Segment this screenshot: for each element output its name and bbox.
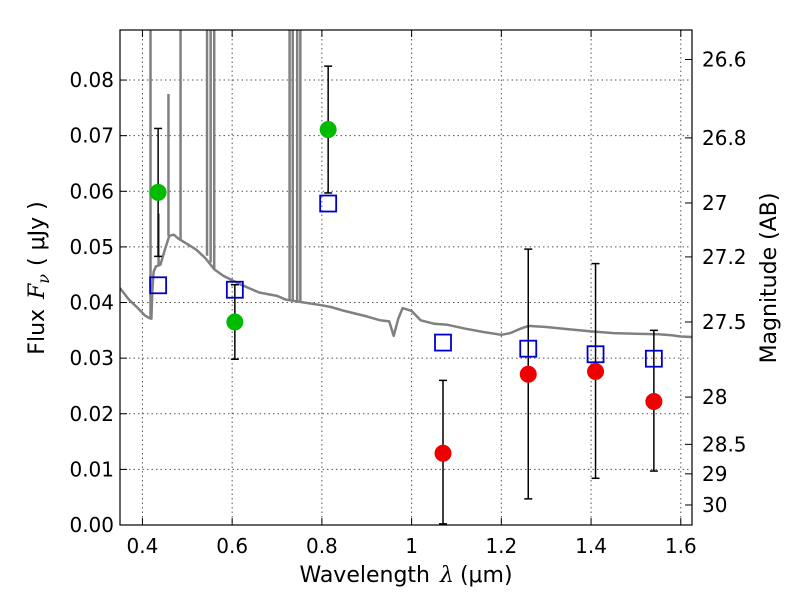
flux-point bbox=[319, 121, 337, 139]
y-axis-label-symbol: F bbox=[25, 283, 50, 300]
x-axis-label-units: (μm) bbox=[460, 563, 513, 588]
flux-point bbox=[434, 444, 452, 462]
y-axis-ticks: 0.00 0.01 0.02 0.03 0.04 0.05 0.06 0.07 0.08 bbox=[69, 68, 127, 537]
y-tick-label: 0.01 bbox=[69, 457, 114, 481]
y-tick-label: 0.00 bbox=[69, 513, 114, 537]
model-photometry-square bbox=[519, 339, 538, 358]
y2-tick-label: 27.5 bbox=[702, 310, 747, 334]
model-photometry-square bbox=[319, 194, 338, 213]
y-tick-label: 0.03 bbox=[69, 346, 114, 370]
x-axis-label: Wavelength λ (μm) bbox=[299, 563, 512, 588]
model-photometry-square bbox=[586, 345, 605, 364]
flux-point bbox=[519, 365, 537, 383]
x-tick-label: 0.6 bbox=[216, 534, 248, 558]
model-photometry-square bbox=[225, 280, 244, 299]
y-axis-label-units: ( μJy ) bbox=[25, 201, 50, 266]
flux-point bbox=[226, 313, 244, 331]
y-tick-label: 0.05 bbox=[69, 235, 114, 259]
flux-point bbox=[587, 362, 605, 380]
y-tick-label: 0.08 bbox=[69, 68, 114, 92]
flux-point bbox=[149, 183, 167, 201]
y2-tick-label: 30 bbox=[702, 493, 727, 517]
x-axis-label-prefix: Wavelength bbox=[299, 563, 430, 588]
y-tick-label: 0.07 bbox=[69, 124, 114, 148]
y2-tick-label: 29 bbox=[702, 462, 727, 486]
y-tick-label: 0.06 bbox=[69, 179, 114, 203]
y-tick-label: 0.04 bbox=[69, 291, 114, 315]
y2-tick-label: 27.2 bbox=[702, 245, 747, 269]
data-markers bbox=[149, 121, 663, 462]
x-tick-label: 1.6 bbox=[665, 534, 697, 558]
model-photometry-square bbox=[434, 333, 452, 352]
y2-tick-label: 27 bbox=[702, 191, 727, 215]
plot-frame bbox=[119, 29, 693, 526]
right-axis-label: Magnitude (AB) bbox=[757, 193, 782, 364]
y2-tick-label: 26.6 bbox=[702, 47, 747, 71]
model-photometry-square bbox=[149, 276, 168, 295]
x-tick-label: 0.8 bbox=[306, 534, 338, 558]
y2-tick-label: 26.8 bbox=[702, 126, 747, 150]
y2-tick-label: 28.5 bbox=[702, 432, 747, 456]
model-photometry-square bbox=[644, 349, 663, 368]
x-tick-label: 1.4 bbox=[575, 534, 607, 558]
y-axis-label-subscript: ν bbox=[34, 274, 53, 284]
right-axis-ticks: 26.6 26.8 27 27.2 27.5 28 28.5 29 30 bbox=[685, 47, 747, 517]
x-axis-ticks: 0.4 0.6 0.8 1 1.2 1.4 1.6 bbox=[127, 30, 697, 558]
flux-point bbox=[645, 393, 663, 411]
y-axis-label: Flux Fν ( μJy ) bbox=[25, 201, 53, 354]
x-tick-label: 0.4 bbox=[127, 534, 159, 558]
x-tick-label: 1 bbox=[405, 534, 418, 558]
y-axis-label-prefix: Flux bbox=[25, 309, 50, 355]
y-tick-label: 0.02 bbox=[69, 402, 114, 426]
x-tick-label: 1.2 bbox=[485, 534, 517, 558]
y2-tick-label: 28 bbox=[702, 385, 727, 409]
x-axis-label-symbol: λ bbox=[439, 563, 454, 588]
